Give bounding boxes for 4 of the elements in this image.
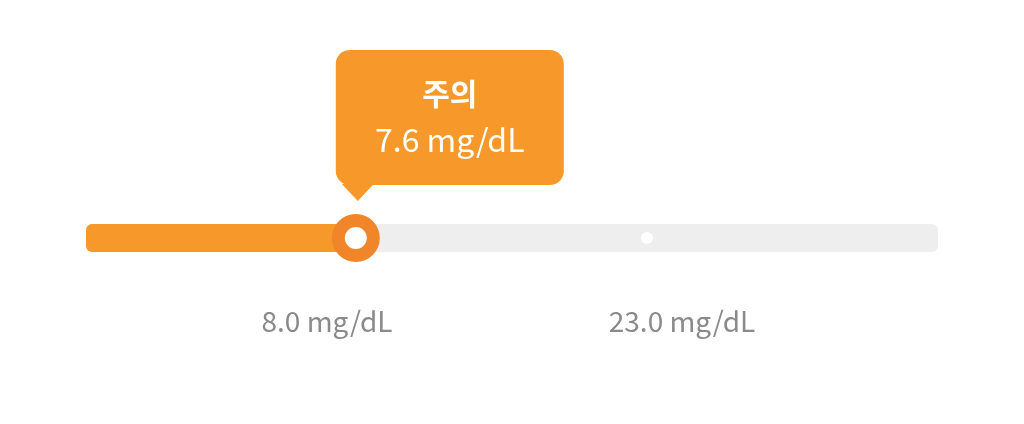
text: 주의 [422, 70, 478, 114]
text: 8.0 mg/dL [261, 300, 393, 340]
text: 23.0 mg/dL [608, 300, 756, 340]
data-label: 7.6 mg/dL [375, 115, 525, 161]
